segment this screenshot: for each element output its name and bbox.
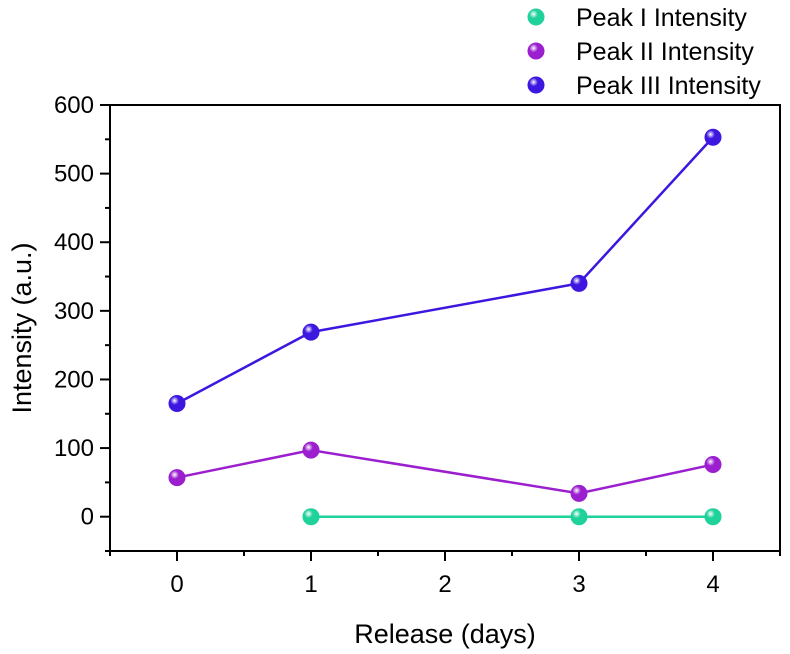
data-point — [704, 456, 722, 474]
y-tick-label: 300 — [54, 298, 94, 325]
x-axis-title: Release (days) — [354, 619, 536, 649]
y-tick-label: 400 — [54, 229, 94, 256]
legend-label: Peak III Intensity — [576, 72, 761, 100]
y-axis-title: Intensity (a.u.) — [7, 242, 37, 413]
series-line — [176, 448, 714, 495]
y-tick-label: 600 — [54, 92, 94, 119]
data-point — [302, 508, 320, 526]
legend-label: Peak I Intensity — [576, 4, 747, 32]
x-tick-label: 4 — [706, 571, 719, 598]
data-point — [570, 508, 588, 526]
x-tick-label: 3 — [572, 571, 585, 598]
plot-frame — [109, 104, 781, 552]
legend: Peak I Intensity Peak II Intensity Peak II… — [527, 4, 761, 100]
y-tick-label: 100 — [54, 435, 94, 462]
x-tick-label: 0 — [170, 571, 183, 598]
data-point — [570, 484, 588, 502]
data-point — [302, 323, 320, 341]
series-line — [176, 136, 714, 405]
legend-label: Peak II Intensity — [576, 38, 754, 66]
y-tick-label: 500 — [54, 161, 94, 188]
data-point — [570, 274, 588, 292]
data-point — [302, 441, 320, 459]
data-point — [168, 469, 186, 487]
series-lines — [176, 136, 714, 518]
data-point — [704, 508, 722, 526]
legend-marker — [527, 42, 545, 60]
legend-marker — [527, 8, 545, 26]
legend-marker — [527, 76, 545, 94]
y-tick-label: 200 — [54, 366, 94, 393]
y-tick-label: 0 — [81, 504, 94, 531]
data-point — [168, 394, 186, 412]
series-points — [168, 128, 722, 526]
axes: 0 1 2 3 4 0 100 200 300 400 500 600 — [54, 92, 781, 598]
data-point — [704, 128, 722, 146]
x-tick-label: 1 — [304, 571, 317, 598]
x-tick-label: 2 — [438, 571, 451, 598]
